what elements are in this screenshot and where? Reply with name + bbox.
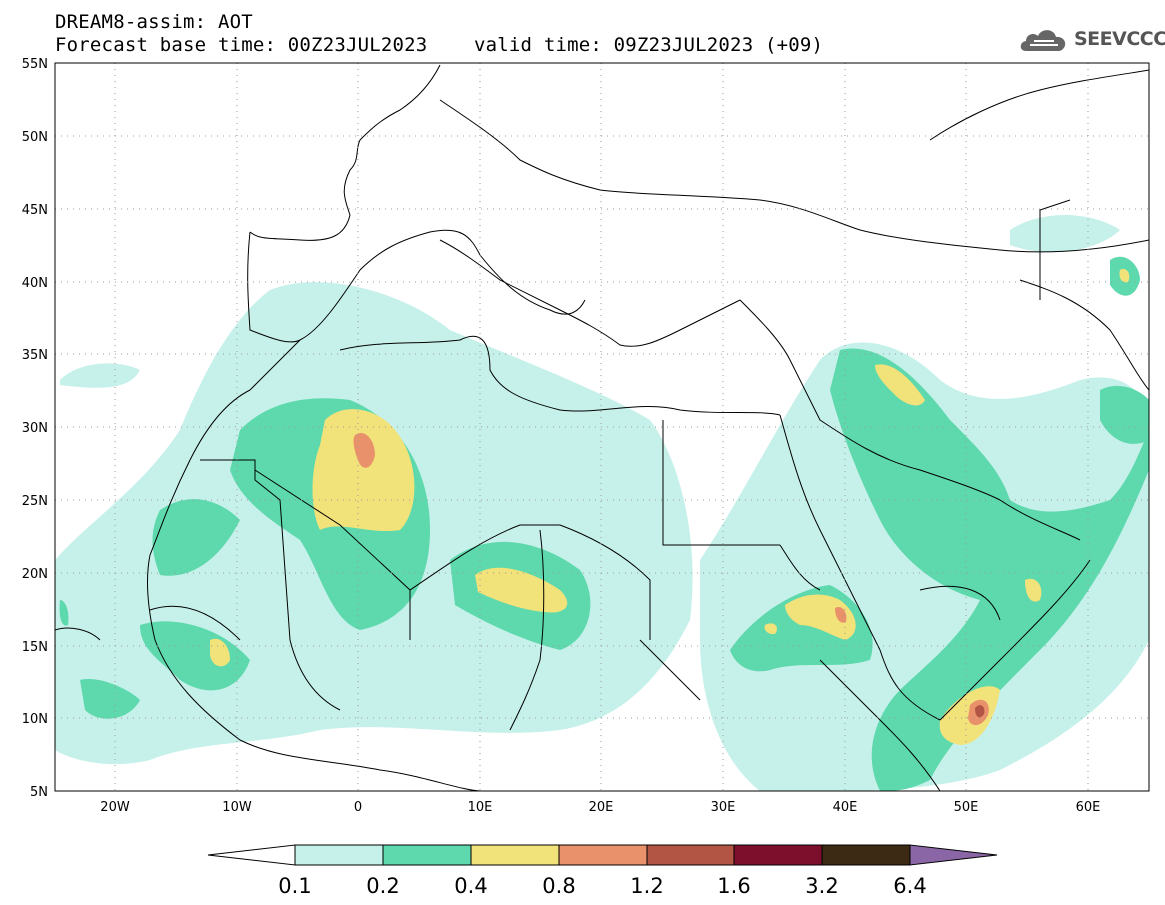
lat-tick-label: 5N [30, 785, 48, 800]
lat-tick-label: 35N [22, 348, 48, 363]
lon-tick-label: 30E [711, 800, 736, 815]
lat-tick-label: 25N [22, 494, 48, 509]
colorbar-label: 0.2 [366, 874, 399, 898]
colorbar-label: 0.1 [278, 874, 311, 898]
lat-tick-label: 55N [22, 57, 48, 72]
colorbar-left-triangle [207, 844, 296, 866]
cloud-icon [1020, 30, 1066, 51]
lat-tick-label: 30N [22, 421, 48, 436]
colorbar-segment [294, 844, 384, 866]
colorbar-label: 6.4 [893, 874, 926, 898]
colorbar-label: 1.2 [630, 874, 663, 898]
graticule [55, 63, 1149, 791]
aot-level-1-2 [975, 705, 985, 718]
lat-tick-label: 50N [22, 130, 48, 145]
colorbar-segment [821, 844, 911, 866]
lon-tick-label: 50E [954, 800, 979, 815]
colorbar-label: 3.2 [805, 874, 838, 898]
logo-text: SEEVCCC [1074, 28, 1165, 50]
lon-tick-label: 20W [100, 800, 130, 815]
lat-tick-label: 20N [22, 567, 48, 582]
lon-tick-label: 60E [1076, 800, 1101, 815]
colorbar-right-triangle [909, 844, 998, 866]
lon-tick-label: 10E [468, 800, 493, 815]
colorbar-label: 1.6 [717, 874, 750, 898]
lat-tick-label: 15N [22, 640, 48, 655]
lon-tick-label: 20E [589, 800, 614, 815]
colorbar-label: 0.8 [542, 874, 575, 898]
colorbar-segment [646, 844, 735, 866]
lat-tick-label: 45N [22, 203, 48, 218]
forecast-time-info: Forecast base time: 00Z23JUL2023 valid t… [55, 34, 824, 56]
lat-tick-label: 40N [22, 276, 48, 291]
colorbar-segment [470, 844, 560, 866]
longitude-labels: 20W 10W 0 10E 20E 30E 40E 50E 60E [100, 800, 1100, 815]
lon-tick-label: 0 [354, 800, 362, 815]
latitude-labels: 5N 10N 15N 20N 25N 30N 35N 40N 45N 50N 5… [22, 57, 48, 800]
lon-tick-label: 10W [222, 800, 252, 815]
lon-tick-label: 40E [833, 800, 858, 815]
colorbar-segment [733, 844, 823, 866]
colorbar-label: 0.4 [454, 874, 487, 898]
colorbar: 0.1 0.2 0.4 0.8 1.2 1.6 3.2 6.4 [207, 844, 998, 898]
country-borders [55, 64, 1149, 791]
seevccc-logo: SEEVCCC [1018, 24, 1165, 54]
colorbar-segment [558, 844, 648, 866]
lat-tick-label: 10N [22, 712, 48, 727]
aot-shading [55, 215, 1149, 791]
map-title: DREAM8-assim: AOT [55, 11, 253, 33]
map-frame [54, 62, 1150, 792]
colorbar-segment [382, 844, 472, 866]
